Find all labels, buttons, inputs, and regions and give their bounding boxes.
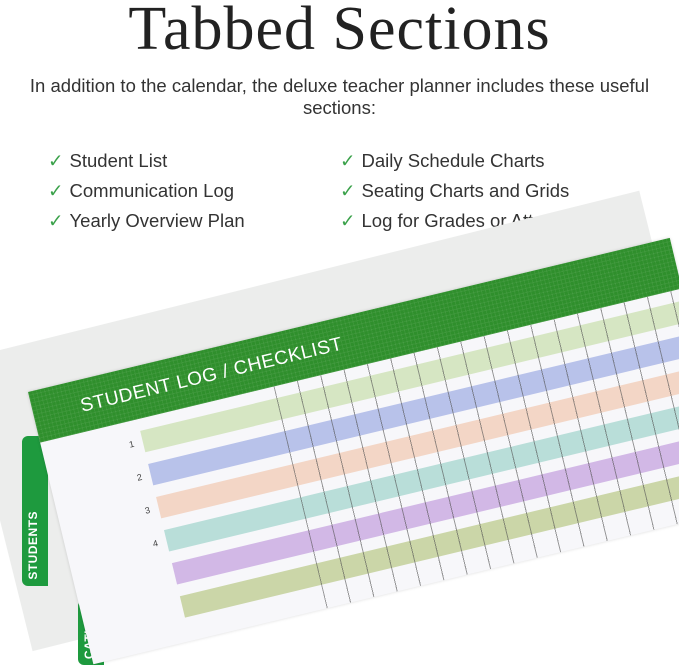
row-band xyxy=(148,333,679,486)
checkmark-icon: ✓ xyxy=(340,150,356,171)
tab-label: CATION xyxy=(82,610,96,659)
row-number: 1 xyxy=(127,438,136,450)
tab-communication: CATION xyxy=(78,600,104,665)
checkmark-icon: ✓ xyxy=(340,180,356,201)
list-item: ✓ Communication Log xyxy=(48,176,245,206)
list-item-label: Daily Schedule Charts xyxy=(361,150,545,171)
list-item: ✓ Student List xyxy=(48,146,245,176)
row-band xyxy=(156,366,679,519)
checklist-grid xyxy=(273,288,679,609)
row-band xyxy=(163,399,679,552)
back-page xyxy=(0,190,679,652)
page-header: STUDENT LOG / CHECKLIST xyxy=(28,237,679,443)
list-item-label: Communication Log xyxy=(69,180,235,201)
list-item-label: Student List xyxy=(69,150,168,171)
list-item: ✓ Log for Grades or Attendance xyxy=(340,206,604,236)
row-number: 2 xyxy=(135,471,144,483)
tab-students: STUDENTS xyxy=(22,436,48,586)
list-item-label: Seating Charts and Grids xyxy=(361,180,570,201)
checkmark-icon: ✓ xyxy=(48,180,64,201)
page-title: Tabbed Sections xyxy=(128,0,551,63)
checkmark-icon: ✓ xyxy=(48,150,64,171)
sections-list-left: ✓ Student List ✓ Communication Log ✓ Yearly… xyxy=(48,146,245,236)
list-item: ✓ Yearly Overview Plan xyxy=(48,206,245,236)
list-item: ✓ Seating Charts and Grids xyxy=(340,176,604,206)
intro-text: In addition to the calendar, the deluxe … xyxy=(29,75,650,118)
checkmark-icon: ✓ xyxy=(340,210,356,231)
row-number: 3 xyxy=(143,504,152,516)
list-item-label: Log for Grades or Attendance xyxy=(361,210,605,231)
tab-label: STUDENTS xyxy=(26,511,40,580)
list-item-label: Yearly Overview Plan xyxy=(69,210,245,231)
row-band xyxy=(140,300,679,453)
list-item: ✓ Daily Schedule Charts xyxy=(340,146,604,176)
row-band xyxy=(179,465,679,618)
page-header-label: STUDENT LOG / CHECKLIST xyxy=(78,333,345,417)
checkmark-icon: ✓ xyxy=(48,210,64,231)
row-number: 4 xyxy=(151,538,159,549)
student-log-page: STUDENT LOG / CHECKLIST 1 2 3 4 xyxy=(28,237,679,665)
sections-list-right: ✓ Daily Schedule Charts ✓ Seating Charts a… xyxy=(340,146,604,236)
row-band xyxy=(171,432,679,585)
